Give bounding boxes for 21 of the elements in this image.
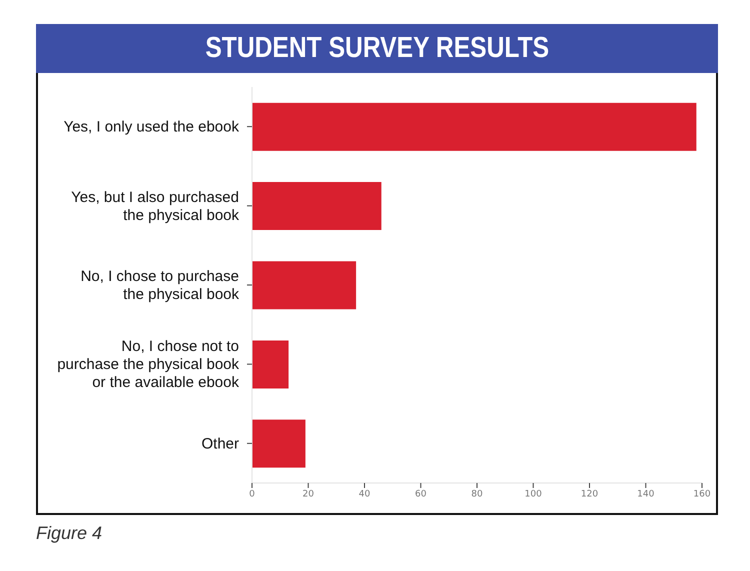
y-tick-label: No, I chose to purchase the physical book <box>80 268 240 302</box>
x-tick-label: 80 <box>471 489 483 500</box>
caption: Figure 4 <box>36 523 104 544</box>
x-tick-label: 0 <box>249 489 256 500</box>
x-tick-label: 120 <box>580 489 598 500</box>
x-tick-label: 20 <box>302 489 314 500</box>
bar <box>252 261 356 310</box>
y-tick-label: No, I chose not to purchase the physical book or the available ebook <box>57 338 240 391</box>
bar <box>252 182 382 230</box>
y-tick-label: Yes, but I also purchased the physical book <box>71 188 240 224</box>
y-tick-label: Other <box>201 434 240 452</box>
chart-title: STUDENT SURVEY RESULTS <box>205 31 549 66</box>
x-tick-label: 40 <box>358 489 370 500</box>
bar <box>252 340 289 388</box>
x-tick-label: 160 <box>693 489 711 500</box>
bar <box>252 102 696 151</box>
bar <box>252 420 306 468</box>
x-tick-label: 140 <box>637 489 655 500</box>
x-tick-label: 100 <box>524 489 542 500</box>
x-tick-label: 60 <box>415 489 427 500</box>
y-tick-label: Yes, I only used the ebook <box>64 118 240 136</box>
